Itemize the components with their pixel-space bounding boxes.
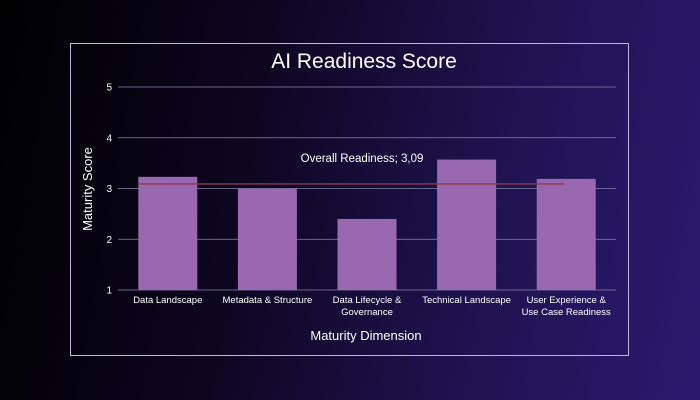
- y-tick-label: 5: [106, 83, 112, 94]
- bar-1: [138, 176, 198, 290]
- bar-3: [337, 218, 397, 290]
- gridlines: [118, 86, 616, 291]
- reference-line-label: Overall Readiness; 3,09: [301, 153, 424, 165]
- y-tick-label: 4: [106, 133, 112, 144]
- y-tick-label: 2: [106, 235, 112, 246]
- x-category-label: Data Lifecycle &: [333, 295, 402, 306]
- x-category-labels: Data Landscape Metadata & Structure Data L…: [133, 295, 611, 318]
- chart-frame: [70, 43, 629, 356]
- bar-5: [536, 178, 596, 290]
- x-axis-label: Maturity Dimension: [310, 328, 421, 343]
- y-tick-label: 3: [106, 184, 112, 195]
- x-category-label: User Experience &: [527, 295, 607, 306]
- bar-2: [237, 188, 297, 290]
- x-category-label: Technical Landscape: [422, 295, 511, 306]
- bars: [138, 159, 596, 290]
- x-category-label: Governance: [341, 307, 393, 318]
- x-category-label: Metadata & Structure: [223, 295, 313, 306]
- y-tick-labels: 1 2 3 4 5: [106, 83, 112, 297]
- y-tick-label: 1: [106, 286, 112, 297]
- overall-readiness-reference: Overall Readiness; 3,09: [137, 153, 565, 185]
- y-axis-label: Maturity Score: [80, 147, 95, 231]
- bar-4: [437, 159, 497, 290]
- x-category-label: Data Landscape: [133, 295, 202, 306]
- chart-title: AI Readiness Score: [271, 50, 457, 73]
- x-category-label: Use Case Readiness: [522, 307, 611, 318]
